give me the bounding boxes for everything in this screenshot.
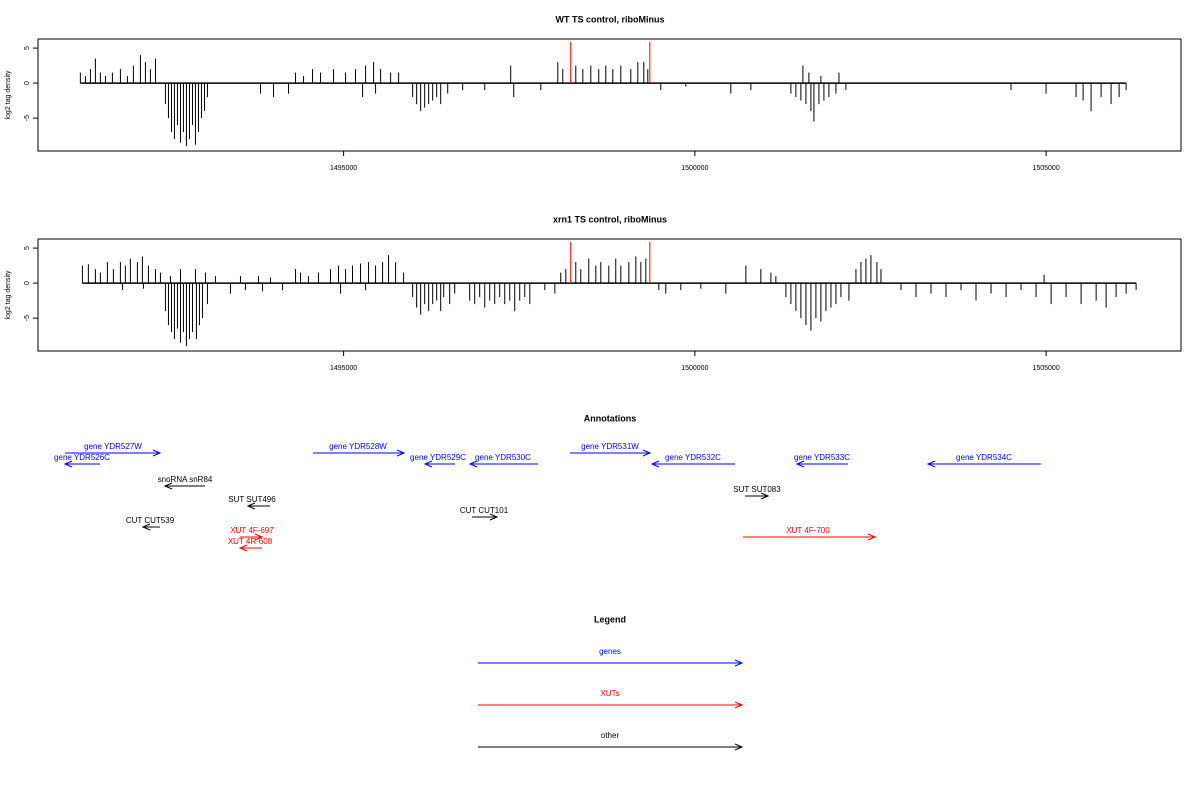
- feature-label: CUT CUT101: [460, 506, 509, 515]
- x-tick-label: 1500000: [681, 165, 708, 172]
- y-tick-label: 5: [24, 46, 31, 50]
- feature-label: SUT SUT496: [228, 495, 276, 504]
- panel-title: xrn1 TS control, riboMinus: [553, 214, 667, 224]
- feature-label: CUT CUT539: [126, 516, 175, 525]
- feature-arrow: [570, 449, 652, 457]
- x-tick-label: 1505000: [1032, 365, 1059, 372]
- feature-arrow: [745, 492, 770, 500]
- feature-arrow: [795, 460, 848, 468]
- feature-arrow: [63, 460, 100, 468]
- x-tick-label: 1500000: [681, 365, 708, 372]
- feature-label: gene YDR527W: [84, 442, 142, 451]
- y-tick-label: -5: [24, 115, 31, 121]
- y-tick-label: 0: [24, 281, 31, 285]
- feature-label: gene YDR533C: [794, 453, 850, 462]
- y-tick-label: 5: [24, 246, 31, 250]
- feature-arrow: [313, 449, 406, 457]
- feature-arrow: [472, 513, 499, 521]
- feature-label: XUT 4F-697: [230, 526, 274, 535]
- feature-label: snoRNA snR84: [158, 475, 213, 484]
- legend-arrow: [478, 659, 744, 667]
- feature-label: gene YDR532C: [665, 453, 721, 462]
- feature-arrow: [65, 449, 162, 457]
- feature-arrow: [240, 533, 264, 541]
- feature-arrow: [238, 544, 262, 552]
- feature-label: gene YDR531W: [581, 442, 639, 451]
- legend-label: genes: [599, 647, 621, 656]
- x-tick-label: 1505000: [1032, 165, 1059, 172]
- feature-arrow: [468, 460, 538, 468]
- legend-label: other: [601, 731, 620, 740]
- feature-label: SUT SUT083: [733, 485, 781, 494]
- feature-label: XUT 4R-608: [228, 537, 273, 546]
- feature-arrow: [743, 533, 877, 541]
- legend-label: XUTs: [600, 689, 619, 698]
- legend-arrow: [478, 743, 744, 751]
- feature-arrow: [141, 523, 160, 531]
- feature-arrow: [926, 460, 1041, 468]
- annotations-title: Annotations: [584, 413, 637, 423]
- feature-label: gene YDR530C: [475, 453, 531, 462]
- plot-frame: [37, 238, 1182, 352]
- feature-arrow: [423, 460, 455, 468]
- feature-arrow: [650, 460, 735, 468]
- x-tick-label: 1495000: [330, 365, 357, 372]
- feature-label: XUT 4F-700: [786, 526, 830, 535]
- feature-label: gene YDR529C: [410, 453, 466, 462]
- panel-title: WT TS control, riboMinus: [556, 14, 665, 24]
- y-tick-label: 0: [24, 81, 31, 85]
- plot-frame: [37, 38, 1182, 152]
- y-axis-label: log2 tag density: [5, 270, 12, 320]
- legend-arrow: [478, 701, 744, 709]
- feature-label: gene YDR526C: [54, 453, 110, 462]
- y-axis-label: log2 tag density: [5, 70, 12, 120]
- feature-arrow: [246, 502, 270, 510]
- legend-title: Legend: [594, 614, 626, 624]
- feature-label: gene YDR528W: [329, 442, 387, 451]
- feature-label: gene YDR534C: [956, 453, 1012, 462]
- x-tick-label: 1495000: [330, 165, 357, 172]
- y-tick-label: -5: [24, 315, 31, 321]
- feature-arrow: [163, 482, 205, 490]
